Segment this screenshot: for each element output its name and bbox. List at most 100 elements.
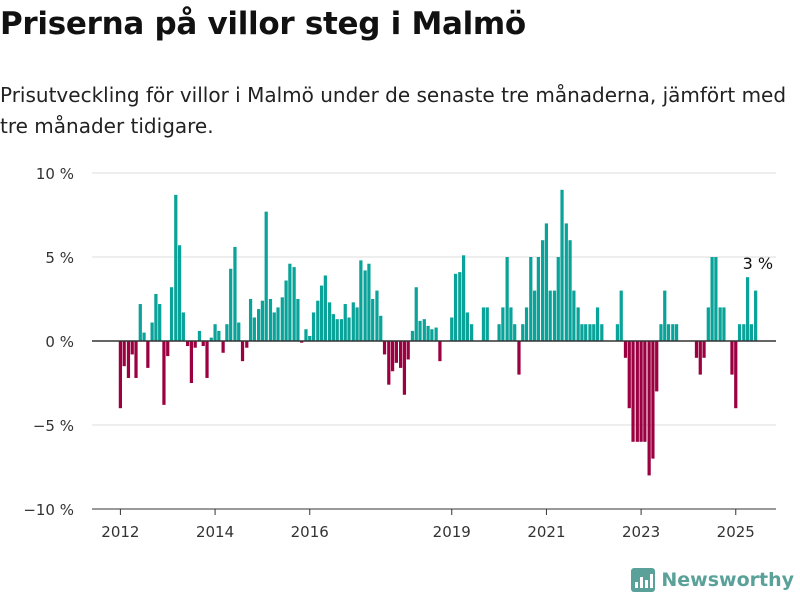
bar bbox=[568, 240, 572, 341]
bar bbox=[461, 255, 466, 341]
bar bbox=[745, 277, 750, 341]
y-tick-label: 10 % bbox=[36, 165, 74, 183]
bar bbox=[663, 290, 667, 341]
bar bbox=[501, 307, 505, 341]
bar bbox=[351, 302, 355, 341]
bar bbox=[517, 341, 521, 375]
bar bbox=[382, 341, 387, 355]
bar bbox=[458, 272, 462, 341]
bar bbox=[284, 280, 288, 341]
newsworthy-logo-icon bbox=[631, 568, 656, 592]
bar bbox=[189, 341, 194, 383]
bar bbox=[347, 317, 351, 341]
bar bbox=[643, 341, 647, 442]
bar bbox=[485, 307, 489, 341]
bar bbox=[584, 324, 588, 341]
bar bbox=[702, 341, 706, 358]
bar bbox=[245, 341, 249, 348]
x-tick-label: 2014 bbox=[196, 523, 234, 541]
y-tick-label: −5 % bbox=[33, 417, 74, 435]
bar bbox=[229, 268, 233, 341]
bar bbox=[169, 287, 174, 341]
bar bbox=[627, 341, 631, 409]
axis-layer: 10 % 5 % 0 % −5 % −10 % 2012 2014 2016 2019 2021 2… bbox=[23, 165, 776, 541]
bar bbox=[331, 314, 336, 341]
bar bbox=[122, 341, 126, 367]
bar bbox=[541, 240, 545, 341]
bar bbox=[430, 329, 434, 341]
bar bbox=[481, 307, 486, 341]
bar bbox=[536, 257, 540, 341]
bar bbox=[615, 324, 620, 341]
bar bbox=[142, 332, 146, 341]
bar bbox=[524, 307, 529, 341]
bar bbox=[600, 324, 604, 341]
bars-layer bbox=[118, 189, 758, 476]
bar bbox=[335, 319, 339, 341]
y-tick-label: −10 % bbox=[23, 501, 74, 519]
bar bbox=[580, 324, 584, 341]
bar bbox=[343, 304, 347, 341]
chart-subtitle: Prisutveckling för villor i Malmö under … bbox=[0, 83, 787, 138]
bar bbox=[552, 290, 557, 341]
bar bbox=[134, 341, 138, 378]
bar bbox=[257, 309, 261, 341]
bar bbox=[304, 329, 308, 341]
bar bbox=[252, 317, 256, 341]
bar bbox=[328, 302, 332, 341]
bar bbox=[248, 299, 253, 341]
bar bbox=[674, 324, 679, 341]
bar bbox=[150, 322, 154, 341]
bar bbox=[355, 307, 359, 341]
bar bbox=[158, 304, 162, 341]
bar bbox=[308, 335, 312, 341]
bar bbox=[296, 299, 300, 341]
bar bbox=[410, 330, 415, 341]
bar bbox=[272, 312, 276, 341]
bar bbox=[631, 341, 635, 442]
bar bbox=[323, 275, 327, 341]
bar bbox=[497, 324, 501, 341]
bar bbox=[505, 257, 509, 341]
bar bbox=[556, 257, 560, 341]
bar bbox=[434, 327, 438, 341]
bar bbox=[394, 341, 398, 363]
bar bbox=[311, 312, 316, 341]
bar bbox=[544, 223, 549, 341]
newsworthy-logo: Newsworthy bbox=[631, 564, 794, 596]
bar bbox=[233, 246, 237, 341]
bar bbox=[737, 324, 742, 341]
bar bbox=[300, 341, 304, 343]
bar bbox=[359, 260, 363, 341]
bar bbox=[572, 290, 576, 341]
bar bbox=[276, 307, 280, 341]
bar bbox=[592, 324, 596, 341]
bar bbox=[379, 315, 383, 341]
bar bbox=[390, 341, 395, 372]
bar bbox=[213, 324, 217, 341]
bar bbox=[288, 263, 292, 341]
bar bbox=[754, 290, 758, 341]
bar bbox=[718, 307, 722, 341]
bar bbox=[225, 324, 229, 341]
bar bbox=[588, 324, 592, 341]
bar bbox=[453, 273, 458, 341]
bar bbox=[237, 322, 241, 341]
bar bbox=[201, 341, 205, 347]
bar bbox=[205, 341, 209, 378]
x-tick-label: 2019 bbox=[433, 523, 471, 541]
bar bbox=[742, 324, 746, 341]
bar bbox=[513, 324, 517, 341]
y-tick-label: 5 % bbox=[45, 249, 74, 267]
bar bbox=[666, 324, 671, 341]
bar bbox=[576, 307, 580, 341]
bar bbox=[375, 290, 379, 341]
bar bbox=[146, 341, 150, 368]
bar bbox=[292, 267, 296, 341]
bar bbox=[264, 211, 268, 341]
bar bbox=[367, 263, 371, 341]
bar bbox=[209, 337, 213, 341]
bar bbox=[698, 341, 702, 375]
bar bbox=[260, 300, 265, 341]
